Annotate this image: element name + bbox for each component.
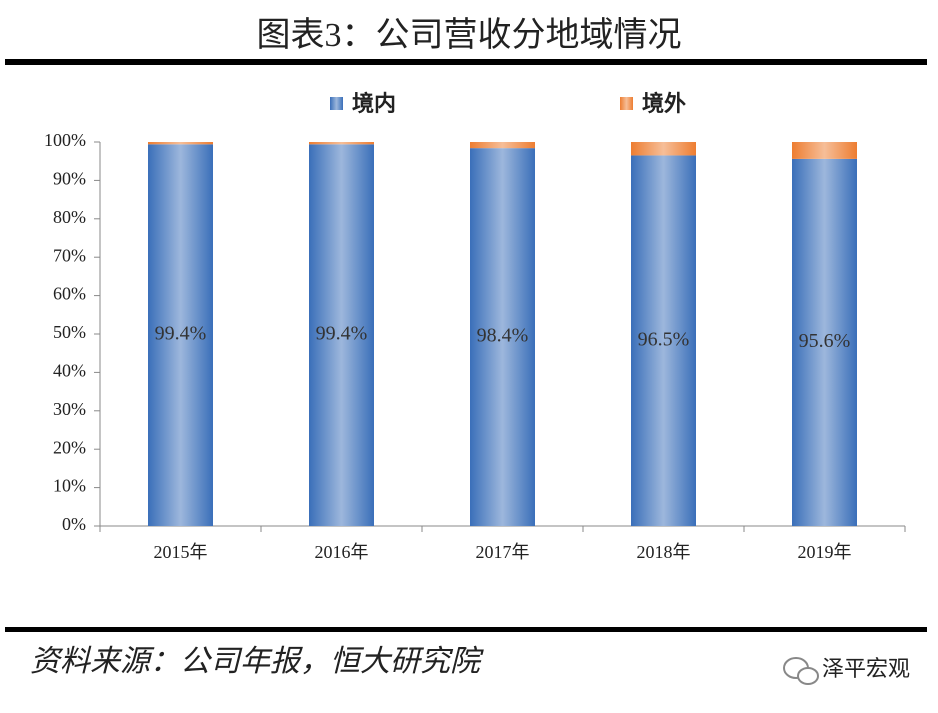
x-tick-label: 2019年 xyxy=(798,542,852,562)
bar-segment xyxy=(470,142,535,149)
y-tick-label: 20% xyxy=(53,437,86,457)
bar-segment xyxy=(792,142,857,159)
y-tick-label: 90% xyxy=(53,169,86,189)
legend-swatch xyxy=(620,97,633,110)
footer-rule xyxy=(5,627,927,632)
bar-segment xyxy=(792,158,857,526)
bar-segment xyxy=(148,142,213,145)
y-tick-label: 10% xyxy=(53,476,86,496)
y-tick-label: 0% xyxy=(62,514,86,534)
x-tick-label: 2018年 xyxy=(637,542,691,562)
y-tick-label: 100% xyxy=(44,130,86,150)
data-label: 99.4% xyxy=(316,323,368,345)
data-label: 95.6% xyxy=(799,330,851,352)
x-tick-label: 2016年 xyxy=(315,542,369,562)
data-label: 96.5% xyxy=(638,328,690,350)
legend-swatch xyxy=(330,97,343,110)
bar-segment xyxy=(470,148,535,527)
data-label: 99.4% xyxy=(155,323,207,345)
legend-label: 境外 xyxy=(642,91,686,117)
title-rule xyxy=(5,59,927,65)
watermark: 泽平宏观 xyxy=(822,657,910,682)
y-tick-label: 50% xyxy=(53,322,86,342)
y-tick-label: 40% xyxy=(53,361,86,381)
bar-segment xyxy=(148,144,213,526)
x-tick-label: 2015年 xyxy=(154,542,208,562)
bar-segment xyxy=(309,144,374,526)
legend-label: 境内 xyxy=(352,91,396,117)
bar-segment xyxy=(631,155,696,526)
y-tick-label: 60% xyxy=(53,284,86,304)
source-note: 资料来源：公司年报，恒大研究院 xyxy=(30,645,484,678)
x-tick-label: 2017年 xyxy=(476,542,530,562)
chart-title: 图表3：公司营收分地域情况 xyxy=(257,16,682,54)
data-label: 98.4% xyxy=(477,325,529,347)
watermark-icon xyxy=(783,657,819,685)
bar-segment xyxy=(631,142,696,156)
y-tick-label: 80% xyxy=(53,207,86,227)
y-tick-label: 70% xyxy=(53,245,86,265)
y-tick-label: 30% xyxy=(53,399,86,419)
bar-segment xyxy=(309,142,374,145)
